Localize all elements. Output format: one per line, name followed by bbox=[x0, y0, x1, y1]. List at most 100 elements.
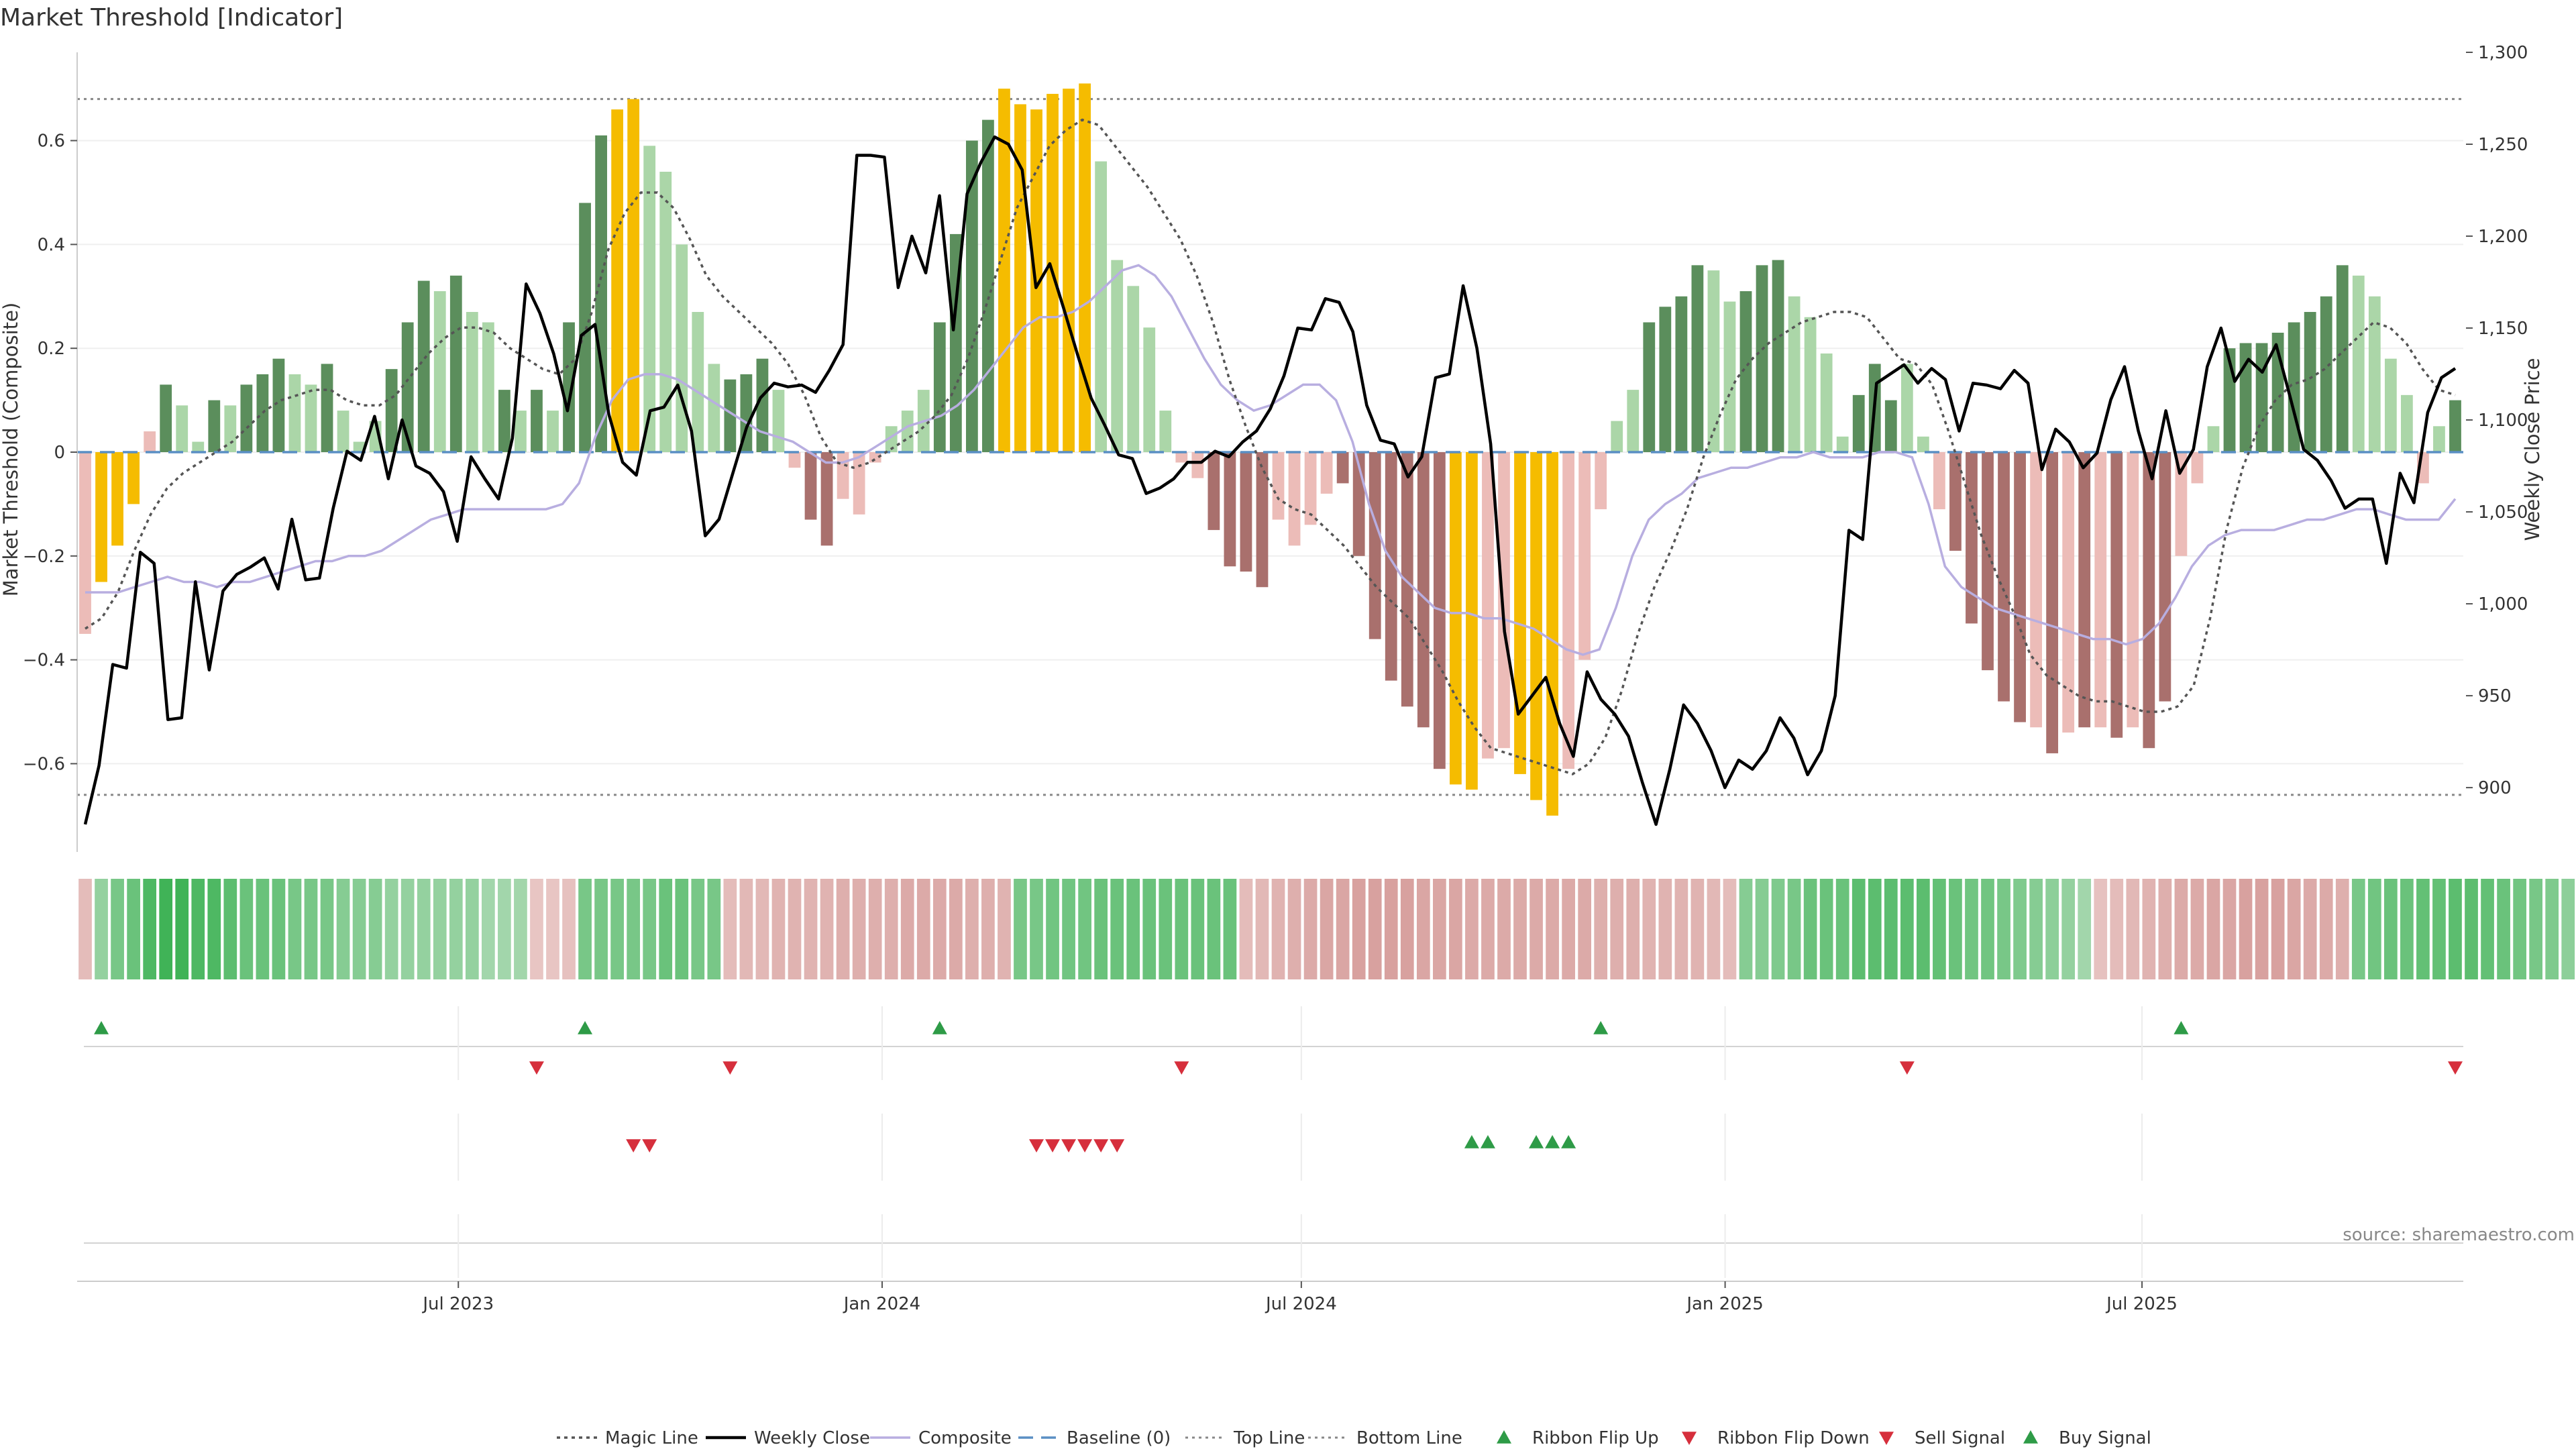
sell-signal-marker bbox=[1110, 1139, 1125, 1152]
ribbon-cell bbox=[1674, 879, 1688, 979]
composite-bars bbox=[79, 83, 2461, 816]
y-right-tick-label: 1,250 bbox=[2478, 135, 2528, 155]
ribbon-cell bbox=[2319, 879, 2333, 979]
composite-bar bbox=[240, 384, 253, 452]
sell-signal-marker bbox=[1061, 1139, 1077, 1152]
composite-bar bbox=[2175, 452, 2188, 556]
composite-bar bbox=[192, 441, 205, 452]
composite-bar bbox=[1788, 296, 1801, 452]
composite-bar bbox=[2384, 358, 2397, 452]
composite-bar bbox=[1385, 452, 1397, 681]
ribbon-cell bbox=[2061, 879, 2076, 979]
composite-bar bbox=[1401, 452, 1413, 707]
ribbon-cell bbox=[320, 879, 334, 979]
composite-bar bbox=[288, 374, 301, 452]
composite-bar bbox=[1111, 260, 1124, 452]
composite-bar bbox=[1659, 307, 1672, 452]
ribbon-cell bbox=[272, 879, 286, 979]
ribbon-cell bbox=[852, 879, 866, 979]
composite-bar bbox=[2110, 452, 2123, 738]
composite-bar bbox=[692, 312, 704, 452]
composite-bar bbox=[853, 452, 865, 515]
ribbon-cell bbox=[1094, 879, 1108, 979]
ribbon-cell bbox=[1933, 879, 1946, 979]
ribbon-cell bbox=[449, 879, 463, 979]
ribbon-flip-down-marker bbox=[1174, 1061, 1189, 1075]
legend-item: Top Line bbox=[1185, 1428, 1305, 1448]
composite-bar bbox=[1143, 327, 1156, 452]
ribbon-cell bbox=[1965, 879, 1978, 979]
composite-bar bbox=[1966, 452, 1978, 624]
ribbon-cell bbox=[127, 879, 140, 979]
ribbon-panel bbox=[78, 879, 2575, 979]
legend-label: Top Line bbox=[1233, 1428, 1305, 1448]
ribbon-cell bbox=[159, 879, 173, 979]
composite-bar bbox=[1079, 83, 1091, 453]
composite-bar bbox=[531, 390, 543, 452]
ribbon-cell bbox=[1303, 879, 1318, 979]
ribbon-cell bbox=[239, 879, 254, 979]
ribbon-cell bbox=[1529, 879, 1543, 979]
composite-bar bbox=[79, 452, 91, 634]
x-tick-label: Jul 2025 bbox=[2105, 1294, 2178, 1314]
composite-bar bbox=[1949, 452, 1962, 551]
legend-item: Ribbon Flip Up bbox=[1497, 1428, 1659, 1448]
composite-bar bbox=[208, 400, 221, 452]
ribbon-cell bbox=[2126, 879, 2140, 979]
x-tick-label: Jul 2024 bbox=[1265, 1294, 1337, 1314]
ribbon-cell bbox=[400, 879, 415, 979]
composite-bar bbox=[1933, 452, 1945, 510]
composite-bar bbox=[2320, 296, 2332, 452]
legend-item: Buy Signal bbox=[2023, 1428, 2151, 1448]
left-y-axis: −0.6 −0.4 −0.2 0 0.2 0.4 0.6 bbox=[23, 52, 78, 852]
composite-bar bbox=[224, 405, 237, 452]
composite-bar bbox=[901, 411, 914, 452]
composite-bar bbox=[643, 146, 656, 452]
ribbon-cell bbox=[1868, 879, 1882, 979]
composite-bar bbox=[111, 452, 123, 546]
composite-bar bbox=[2143, 452, 2155, 749]
ribbon-cell bbox=[498, 879, 511, 979]
composite-bar bbox=[144, 431, 156, 452]
composite-bar bbox=[1191, 452, 1204, 478]
ribbon-cell bbox=[578, 879, 592, 979]
legend-label: Baseline (0) bbox=[1067, 1428, 1171, 1448]
legend-swatch-sell-signal bbox=[1879, 1432, 1894, 1445]
composite-bar bbox=[1982, 452, 1994, 671]
ribbon-cell bbox=[1739, 879, 1753, 979]
composite-bar bbox=[1320, 452, 1333, 494]
ribbon-cell bbox=[1690, 879, 1705, 979]
composite-bar bbox=[2159, 452, 2171, 702]
composite-bar bbox=[2127, 452, 2139, 728]
composite-bar bbox=[2094, 452, 2107, 728]
ribbon-cell bbox=[932, 879, 947, 979]
legend-label: Buy Signal bbox=[2059, 1428, 2151, 1448]
buy-signal-marker bbox=[1464, 1135, 1479, 1148]
y-right-tick-label: 1,050 bbox=[2478, 502, 2528, 523]
ribbon-cell bbox=[1384, 879, 1398, 979]
composite-bar bbox=[2368, 296, 2381, 452]
ribbon-cell bbox=[1497, 879, 1511, 979]
ribbon-cell bbox=[1594, 879, 1608, 979]
ribbon-cell bbox=[2174, 879, 2188, 979]
y-right-tick-label: 1,000 bbox=[2478, 594, 2528, 614]
ribbon-cell bbox=[2465, 879, 2478, 979]
composite-bar bbox=[676, 244, 688, 452]
ribbon-cell bbox=[1723, 879, 1737, 979]
main-panel: −0.6 −0.4 −0.2 0 0.2 0.4 0.6 900 950 1,000 1,050 1… bbox=[0, 43, 2544, 852]
ribbon-cell bbox=[949, 879, 963, 979]
composite-bar bbox=[1336, 452, 1349, 484]
composite-bar bbox=[1482, 452, 1494, 759]
ribbon-flip-down-marker bbox=[2447, 1061, 2463, 1075]
composite-bar bbox=[1175, 452, 1188, 463]
composite-bar bbox=[2078, 452, 2091, 728]
legend-swatch-buy-signal bbox=[2023, 1430, 2038, 1444]
composite-bar bbox=[385, 369, 398, 452]
legend-label: Ribbon Flip Down bbox=[1717, 1428, 1870, 1448]
legend-label: Ribbon Flip Up bbox=[1532, 1428, 1659, 1448]
y-tick-label: 0.6 bbox=[38, 131, 65, 152]
ribbon-cell bbox=[1046, 879, 1059, 979]
buy-signal-marker bbox=[1545, 1135, 1560, 1148]
ribbon-cell bbox=[1626, 879, 1640, 979]
composite-bar bbox=[1998, 452, 2010, 702]
